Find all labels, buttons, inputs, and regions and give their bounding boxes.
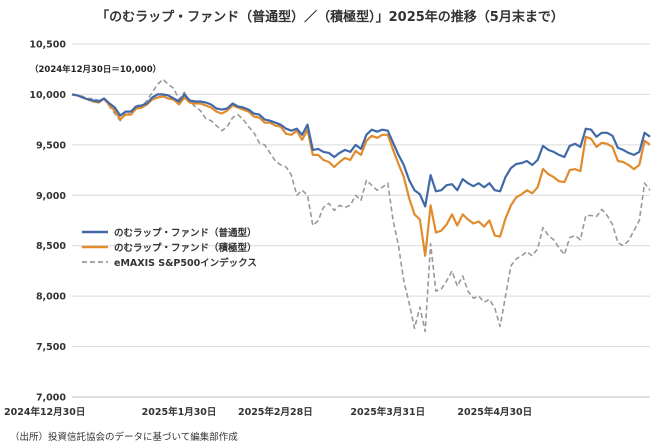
chart-title: 「のむラップ・ファンド（普通型）／（積極型）」2025年の推移（5月末まで） (96, 10, 564, 25)
x-tick-label: 2025年1月30日 (142, 406, 217, 418)
series-line-2 (71, 93, 651, 257)
legend: のむラップ・ファンド（普通型） のむラップ・ファンド（積極型） eMAXIS S&P… (82, 227, 257, 269)
baseline-annotation: （2024年12月30日＝10,000） (30, 64, 161, 75)
legend-label: のむラップ・ファンド（積極型） (114, 242, 257, 254)
y-tick-label: 10,000 (29, 90, 66, 101)
series-lines (71, 78, 651, 333)
legend-label: eMAXIS S&P500インデックス (114, 257, 257, 269)
y-tick-label: 8,000 (36, 292, 66, 303)
series-line-3 (71, 78, 651, 333)
y-tick-label: 10,500 (29, 40, 66, 51)
x-tick-label: 2025年3月31日 (350, 406, 425, 418)
x-tick-label: 2025年2月28日 (238, 406, 313, 418)
y-tick-label: 9,500 (36, 140, 66, 151)
x-tick-label: 2025年4月30日 (457, 406, 532, 418)
axes: 7,000 7,500 8,000 8,500 9,000 9,500 10,000 10,5… (4, 40, 650, 418)
y-tick-label: 7,500 (36, 342, 66, 353)
y-tick-label: 9,000 (36, 191, 66, 202)
legend-label: のむラップ・ファンド（普通型） (114, 227, 257, 239)
x-tick-label: 2024年12月30日 (4, 406, 85, 418)
y-tick-label: 7,000 (36, 393, 66, 404)
y-tick-label: 8,500 (36, 241, 66, 252)
source-note: （出所）投資信託協会のデータに基づいて編集部作成 (10, 431, 238, 443)
series-line-1 (71, 93, 651, 208)
